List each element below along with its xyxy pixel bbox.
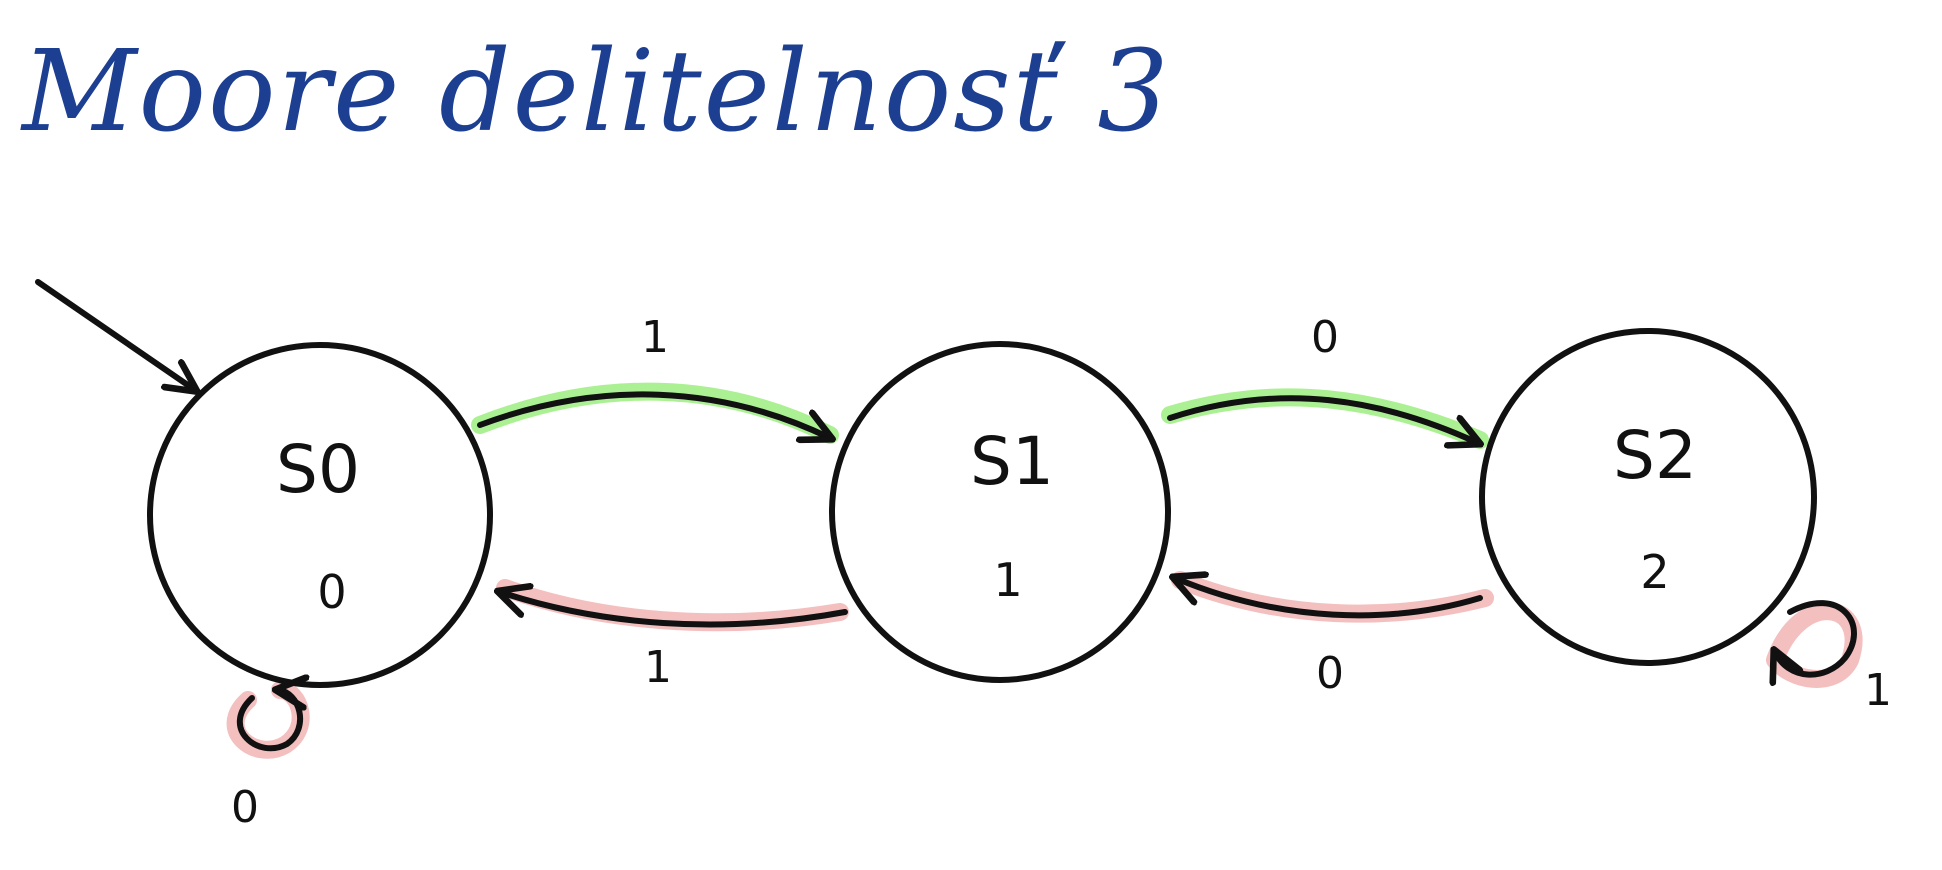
state-s0-name: S0 [276, 431, 360, 508]
diagram-title: Moore delitelnosť 3 [20, 27, 1171, 157]
state-s1-name: S1 [970, 423, 1054, 500]
edge-s1-to-s0 [500, 592, 848, 628]
initial-state-arrow [35, 279, 195, 390]
state-s2-output: 2 [1640, 545, 1669, 599]
state-s1-output: 1 [993, 553, 1022, 607]
label-s0-to-s1: 1 [641, 312, 669, 363]
edge-s1-to-s2 [1167, 395, 1478, 443]
state-s1 [829, 341, 1171, 683]
edge-s0-to-s1 [477, 391, 830, 438]
state-s0 [147, 342, 493, 688]
label-s2-self-loop: 1 [1864, 665, 1892, 716]
highlight-s0-to-s1 [471, 382, 839, 444]
label-s1-to-s2: 0 [1311, 312, 1339, 363]
state-s2-name: S2 [1613, 417, 1697, 494]
edge-s2-to-s1 [1175, 578, 1483, 619]
state-s2 [1479, 328, 1817, 666]
label-s0-self-loop: 0 [231, 782, 259, 833]
edge-s2-self-loop [1775, 600, 1857, 675]
label-s2-to-s1: 0 [1316, 648, 1344, 699]
label-s1-to-s0: 1 [644, 642, 672, 693]
state-s0-output: 0 [317, 565, 346, 619]
edge-s0-self-loop [236, 690, 300, 752]
